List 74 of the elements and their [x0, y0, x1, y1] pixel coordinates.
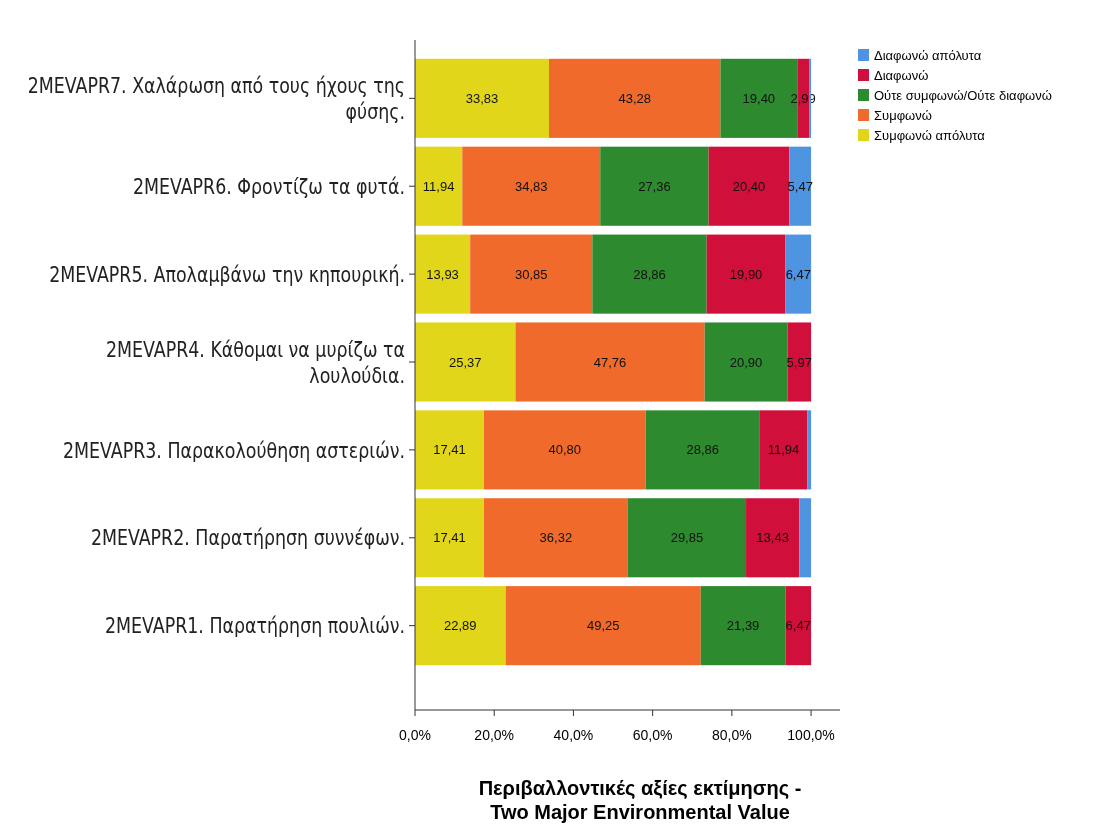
- data-label: 29,85: [670, 530, 704, 546]
- data-label: 49,25: [586, 618, 620, 634]
- data-label: 33,83: [465, 90, 499, 106]
- bar: [462, 146, 601, 226]
- data-label: 17,41: [433, 530, 466, 546]
- bar: [785, 586, 812, 666]
- data-label: 6,47: [785, 266, 811, 282]
- legend-label: Διαφωνώ: [874, 67, 929, 83]
- data-label: 34,83: [515, 178, 548, 194]
- bar: [415, 58, 549, 138]
- x-tick-label: 80,0%: [712, 727, 752, 743]
- bar: [708, 146, 790, 226]
- bar: [483, 410, 646, 490]
- bar: [470, 234, 593, 314]
- bar: [807, 410, 812, 490]
- bar: [785, 234, 812, 314]
- bar: [704, 322, 788, 402]
- y-tick-label: 2MEVAPR2. Παρατήρηση συννέφων.: [90, 525, 405, 551]
- data-label: 17,41: [433, 442, 466, 458]
- x-tick-label: 60,0%: [632, 727, 673, 743]
- legend-label: Συμφωνώ απόλυτα: [874, 127, 986, 143]
- data-label: 28,86: [686, 442, 719, 458]
- data-label: 6,47: [785, 618, 811, 634]
- y-tick-label: 2MEVAPR3. Παρακολούθηση αστεριών.: [63, 437, 405, 463]
- bar: [600, 146, 709, 226]
- x-tick-label: 40,0%: [553, 727, 594, 743]
- legend-label: Διαφωνώ απόλυτα: [874, 47, 982, 63]
- data-label: 36,32: [539, 530, 573, 546]
- y-tick-label: 2MEVAPR5. Απολαμβάνω την κηπουρική.: [49, 261, 405, 288]
- data-label: 22,89: [444, 618, 477, 634]
- data-label: 20,90: [729, 354, 763, 370]
- y-tick-label: 2MEVAPR7. Χαλάρωση από τους ήχους της φύσης.: [27, 72, 405, 125]
- bar: [483, 498, 628, 578]
- bar: [415, 322, 516, 402]
- legend-label: Συμφωνώ: [874, 107, 932, 123]
- x-tick-label: 20,0%: [474, 727, 515, 743]
- data-label: 25,37: [448, 354, 482, 370]
- x-tick-label: 0,0%: [399, 727, 431, 743]
- bar: [505, 586, 701, 666]
- bar: [415, 234, 471, 314]
- bar: [415, 410, 484, 490]
- data-label: 27,36: [638, 178, 671, 194]
- y-tick-label: 2MEVAPR4. Κάθομαι να μυρίζω τα λουλούδια.: [106, 336, 405, 389]
- bar: [549, 58, 721, 138]
- data-label: 30,85: [515, 266, 548, 282]
- bar: [645, 410, 760, 490]
- data-label: 40,80: [548, 442, 582, 458]
- bar: [627, 498, 747, 578]
- data-label: 43,28: [618, 90, 651, 106]
- data-label: 11,94: [422, 178, 455, 194]
- bar: [515, 322, 705, 402]
- bar: [415, 146, 463, 226]
- bar: [706, 234, 786, 314]
- data-label: 19,90: [729, 266, 763, 282]
- x-axis-title: Περιβαλλοντικές αξίες εκτίμησης - Two Major Environmental Value: [478, 777, 802, 823]
- x-tick-label: 100,0%: [787, 727, 835, 743]
- data-label: 47,76: [593, 354, 627, 370]
- data-label: 19,40: [742, 90, 776, 106]
- bar: [799, 498, 812, 578]
- data-label: 28,86: [633, 266, 666, 282]
- bar: [415, 498, 484, 578]
- data-label: 21,39: [726, 618, 760, 634]
- y-tick-label: 2MEVAPR1. Παρατήρηση πουλιών.: [104, 613, 405, 639]
- data-label: 11,94: [767, 442, 800, 458]
- legend-label: Ούτε συμφωνώ/Ούτε διαφωνώ: [874, 87, 1052, 103]
- bar: [746, 498, 800, 578]
- y-tick-label: 2MEVAPR6. Φροντίζω τα φυτά.: [132, 173, 405, 200]
- bar: [592, 234, 707, 314]
- data-label: 13,93: [426, 266, 459, 282]
- bar: [415, 586, 506, 666]
- data-label: 20,40: [732, 178, 766, 194]
- data-label: 13,43: [756, 530, 789, 546]
- bar: [700, 586, 786, 666]
- bar: [759, 410, 808, 490]
